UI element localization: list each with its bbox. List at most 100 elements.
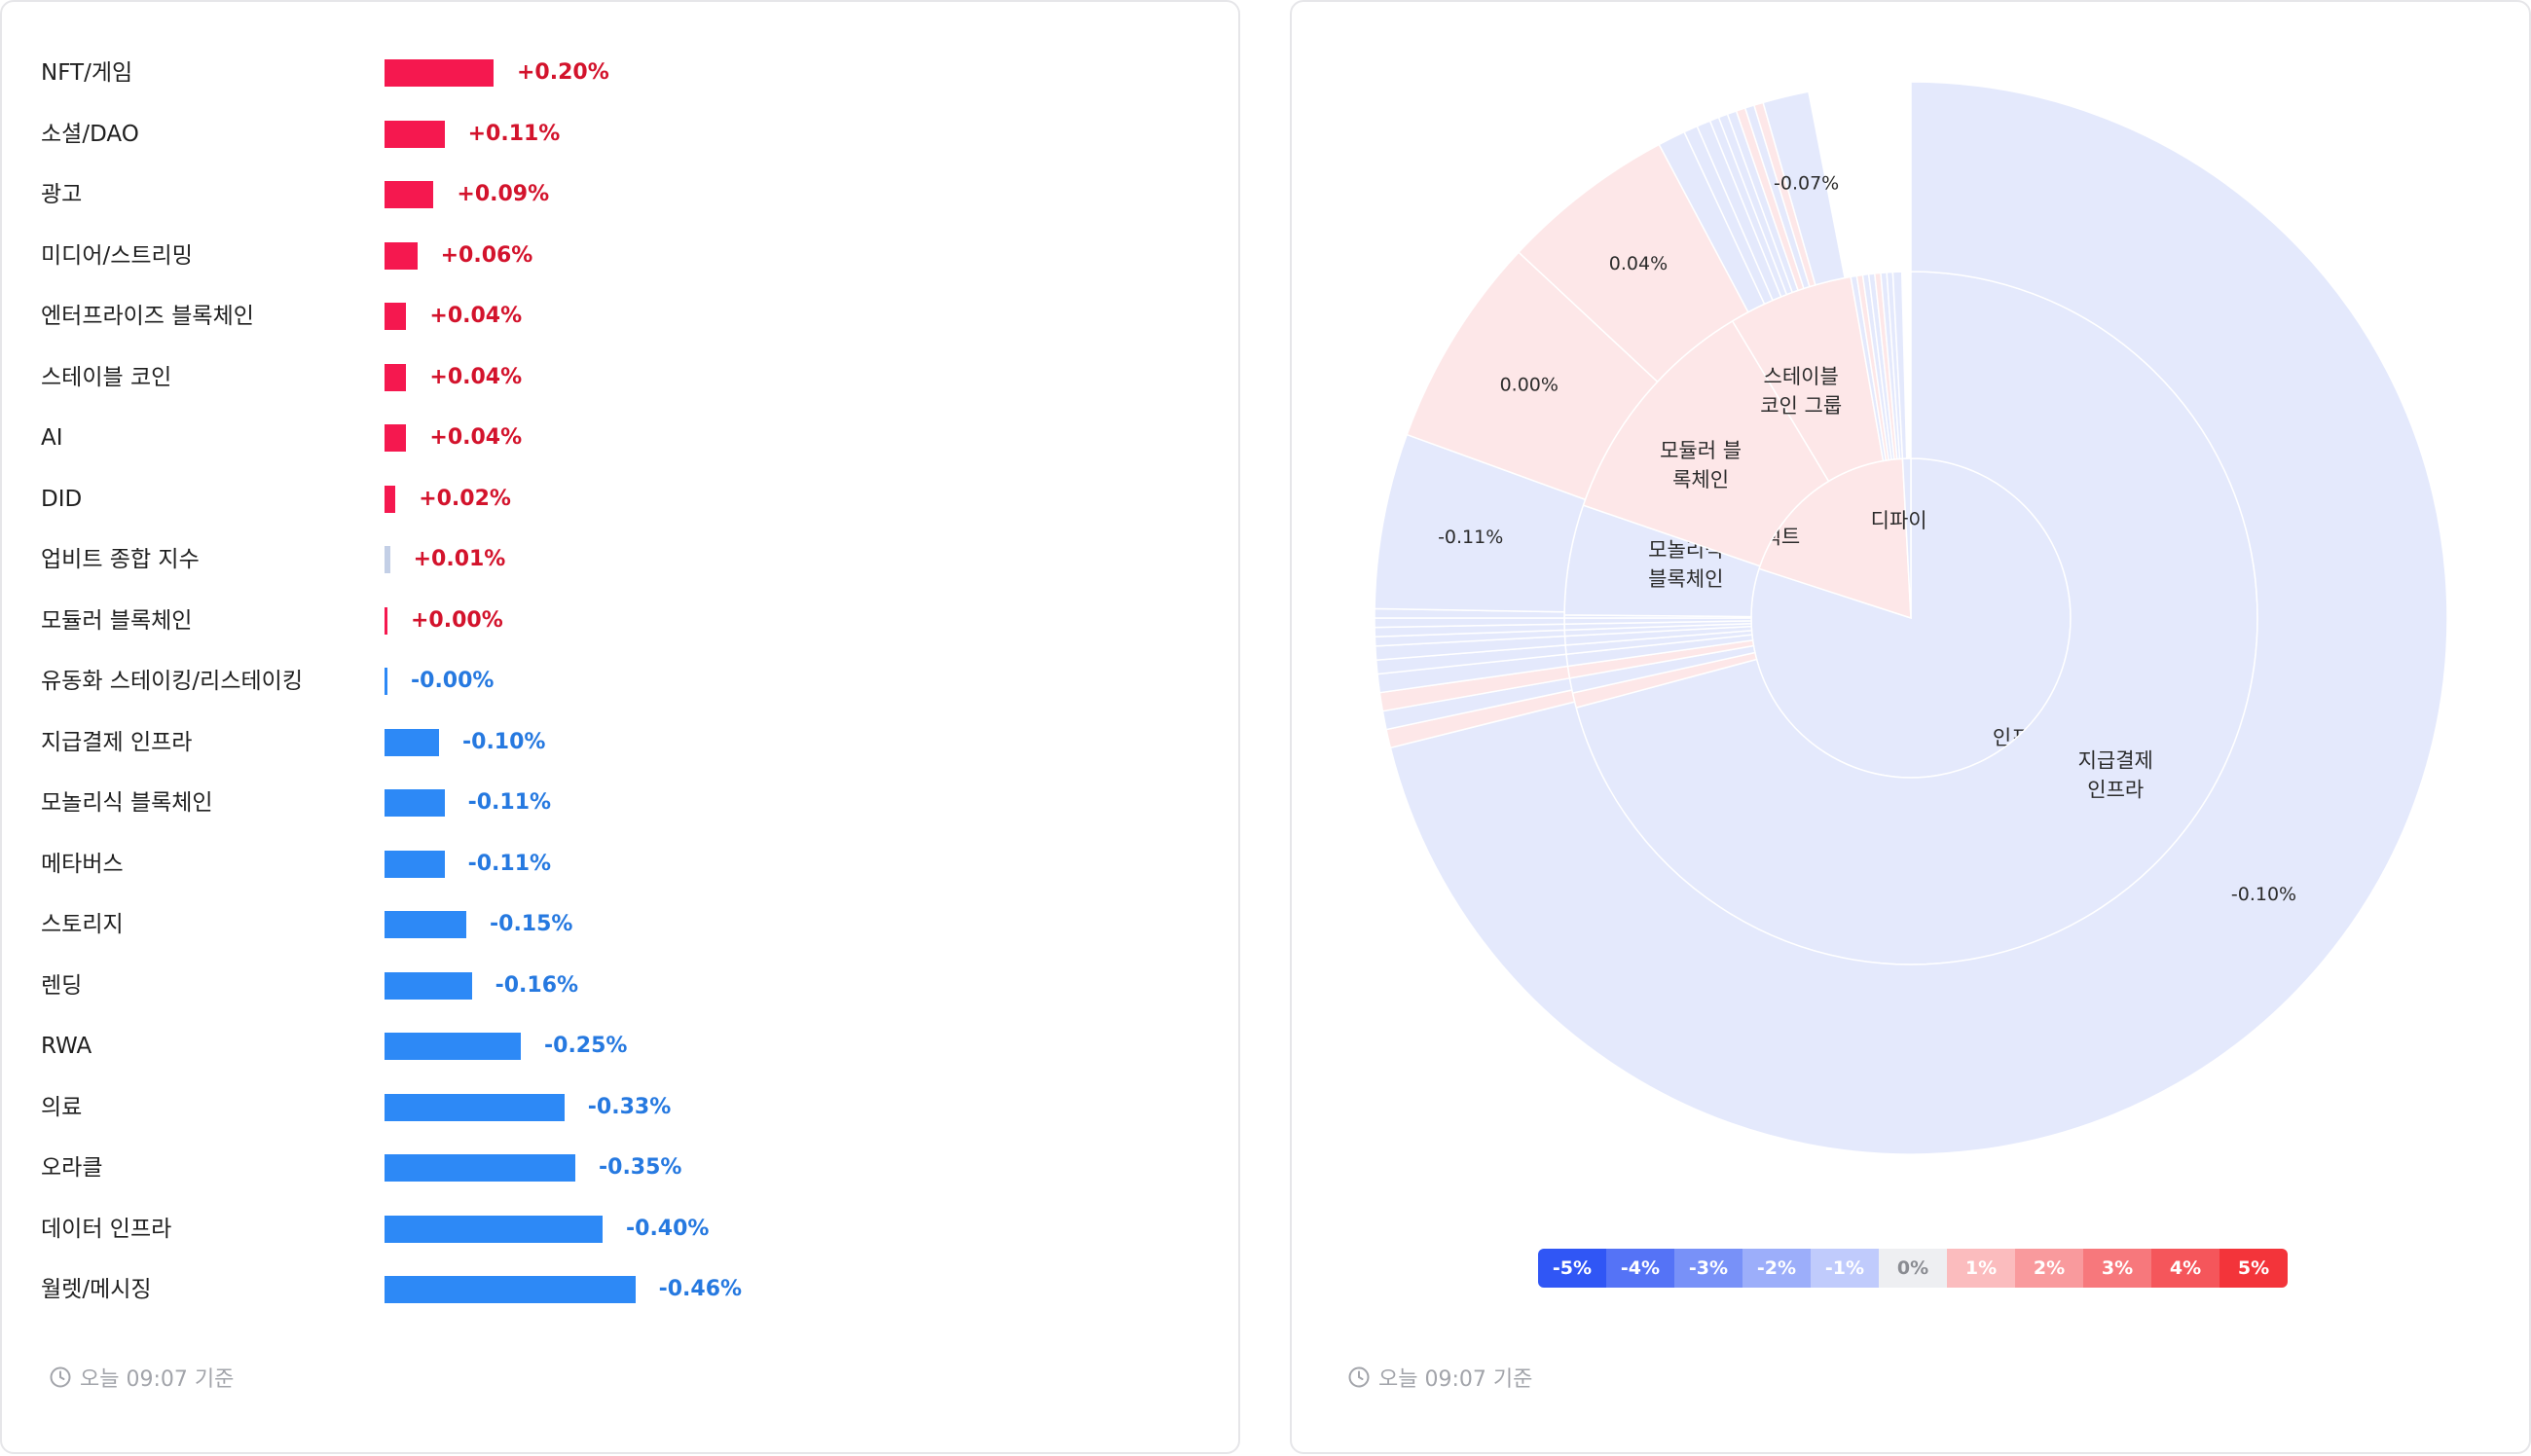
bar-value-label: +0.04% (429, 304, 523, 328)
legend-swatch: -5% (1538, 1249, 1606, 1288)
bar (385, 120, 445, 148)
bar-category-label: RWA (41, 1034, 92, 1059)
timestamp-text: 오늘 09:07 기준 (1378, 1367, 1533, 1392)
bar-category-label: 오라클 (41, 1155, 103, 1181)
sunburst-segment-label: 스테이블 코인 그룹 (1760, 365, 1842, 418)
sunburst-segment[interactable] (1891, 271, 1908, 460)
bar (385, 424, 407, 452)
bar-row: 광고 +0.09% (2, 175, 1238, 214)
sunburst-segment[interactable] (1762, 91, 1846, 286)
bar-row: AI +0.04% (2, 419, 1238, 457)
bar-row: NFT/게임 +0.20% (2, 54, 1238, 92)
bar-row: 모듈러 블록체인 +0.00% (2, 601, 1238, 640)
bar-category-label: NFT/게임 (41, 60, 133, 86)
bar-row: DID +0.02% (2, 480, 1238, 519)
bar-value-label: -0.35% (599, 1155, 682, 1180)
clock-icon (1348, 1366, 1370, 1388)
bar-row: 메타버스 -0.11% (2, 845, 1238, 884)
bar-row: RWA -0.25% (2, 1027, 1238, 1066)
bar (385, 668, 387, 695)
bar-row: 데이터 인프라 -0.40% (2, 1210, 1238, 1249)
bar-value-label: -0.10% (462, 729, 546, 754)
bar-category-label: 의료 (41, 1094, 83, 1120)
bar (385, 1276, 636, 1303)
sector-bar-chart-panel: NFT/게임 +0.20% 소셜/DAO +0.11% 광고 +0.09% 미디어/스트리밍… (0, 0, 1240, 1454)
bar (385, 911, 466, 938)
bar (385, 241, 418, 270)
bar (385, 728, 439, 756)
bar-category-label: 모듈러 블록체인 (41, 607, 193, 634)
bar-value-label: +0.06% (440, 242, 533, 268)
legend-swatch: 2% (2015, 1249, 2083, 1288)
sunburst-segment[interactable] (1389, 81, 2448, 1155)
bar-row: 유동화 스테이킹/리스테이킹 -0.00% (2, 662, 1238, 701)
bar-row: 월렛/메시징 -0.46% (2, 1270, 1238, 1309)
sunburst-segment-label: 디파이 (1871, 509, 1927, 532)
bar-value-label: -0.15% (490, 912, 573, 936)
bar-category-label: 광고 (41, 182, 83, 207)
bar-category-label: 유동화 스테이킹/리스테이킹 (41, 669, 303, 694)
bar-value-label: +0.02% (419, 486, 511, 511)
bar (385, 181, 434, 208)
bar-category-label: 엔터프라이즈 블록체인 (41, 304, 254, 329)
legend-swatch: 4% (2151, 1249, 2219, 1288)
bar-category-label: DID (41, 486, 83, 512)
bar-value-label: -0.46% (658, 1277, 743, 1301)
legend-swatch: 3% (2083, 1249, 2151, 1288)
bar-value-label: +0.04% (429, 364, 523, 389)
bar-value-label: -0.11% (467, 790, 552, 815)
bar-row: 스테이블 코인 +0.04% (2, 358, 1238, 397)
bar-value-label: -0.40% (626, 1216, 710, 1241)
timestamp-text: 오늘 09:07 기준 (80, 1367, 235, 1392)
bar (385, 971, 472, 1000)
sunburst-segment-label: 0.00% (1500, 375, 1559, 396)
legend-swatch: 0% (1879, 1249, 1947, 1288)
bar-value-label: -0.00% (411, 669, 495, 693)
bar-row: 업비트 종합 지수 +0.01% (2, 540, 1238, 579)
sunburst-segment-label: 지급결제 인프라 (2078, 748, 2153, 801)
bar-chart-timestamp: 오늘 09:07 기준 (49, 1363, 234, 1392)
sunburst-chart: 인프라스마트 컨트랙트플랫폼디파이지급결제인프라모놀리식블록체인모듈러 블록체인… (1374, 81, 2448, 1155)
bar-row: 미디어/스트리밍 +0.06% (2, 237, 1238, 275)
color-scale-legend: -5% -4% -3% -2% -1% 0% 1% 2% 3% 4% 5% (1538, 1249, 2288, 1288)
bar-category-label: 소셜/DAO (41, 121, 139, 147)
bar-category-label: 업비트 종합 지수 (41, 547, 200, 572)
sector-sunburst-panel: 인프라스마트 컨트랙트플랫폼디파이지급결제인프라모놀리식블록체인모듈러 블록체인… (1290, 0, 2531, 1454)
bar-value-label: +0.11% (467, 121, 561, 146)
legend-swatch: -4% (1606, 1249, 1674, 1288)
bar (385, 1033, 521, 1060)
bar-value-label: +0.20% (517, 60, 609, 85)
legend-swatch: -1% (1811, 1249, 1879, 1288)
sunburst-timestamp: 오늘 09:07 기준 (1347, 1363, 1532, 1392)
bar-category-label: 미디어/스트리밍 (41, 242, 193, 269)
bar (385, 1215, 603, 1243)
bar (385, 303, 407, 330)
bar-value-label: -0.25% (544, 1034, 628, 1058)
sunburst-segment-label: -0.07% (1774, 173, 1839, 195)
bar-category-label: 렌딩 (41, 972, 83, 999)
sunburst-segment-label: -0.10% (2231, 884, 2296, 905)
bar-row: 엔터프라이즈 블록체인 +0.04% (2, 297, 1238, 336)
bar-category-label: 스테이블 코인 (41, 364, 172, 390)
bar (385, 1154, 575, 1182)
bar-category-label: 모놀리식 블록체인 (41, 790, 213, 816)
bar-row: 오라클 -0.35% (2, 1148, 1238, 1187)
bar-category-label: 데이터 인프라 (41, 1216, 172, 1242)
bar-category-label: AI (41, 425, 63, 451)
sunburst-segment-label: 모듈러 블 록체인 (1660, 439, 1742, 491)
sunburst-segment-label: -0.11% (1438, 527, 1503, 548)
bar-category-label: 스토리지 (41, 912, 124, 937)
bar-value-label: +0.04% (429, 425, 523, 450)
bar-value-label: +0.09% (457, 182, 550, 206)
bar (385, 363, 407, 391)
bar-row: 렌딩 -0.16% (2, 966, 1238, 1005)
bar-value-label: +0.01% (413, 547, 506, 571)
bar (385, 1093, 565, 1121)
bar (385, 59, 494, 87)
bar-row: 스토리지 -0.15% (2, 905, 1238, 944)
bar-category-label: 메타버스 (41, 851, 124, 877)
bar (385, 606, 387, 635)
bar-category-label: 지급결제 인프라 (41, 729, 193, 755)
sunburst-segment-label: 0.04% (1609, 253, 1668, 274)
bar (385, 789, 445, 817)
